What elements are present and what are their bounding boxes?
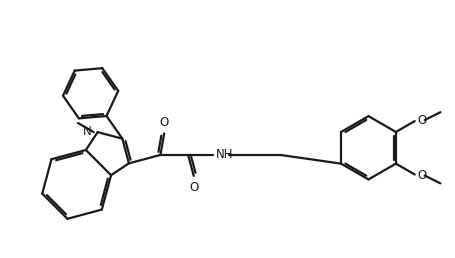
- Text: O: O: [417, 114, 426, 127]
- Text: O: O: [159, 116, 168, 128]
- Text: N: N: [83, 125, 91, 138]
- Text: NH: NH: [215, 148, 233, 162]
- Text: O: O: [417, 169, 426, 182]
- Text: O: O: [189, 181, 198, 194]
